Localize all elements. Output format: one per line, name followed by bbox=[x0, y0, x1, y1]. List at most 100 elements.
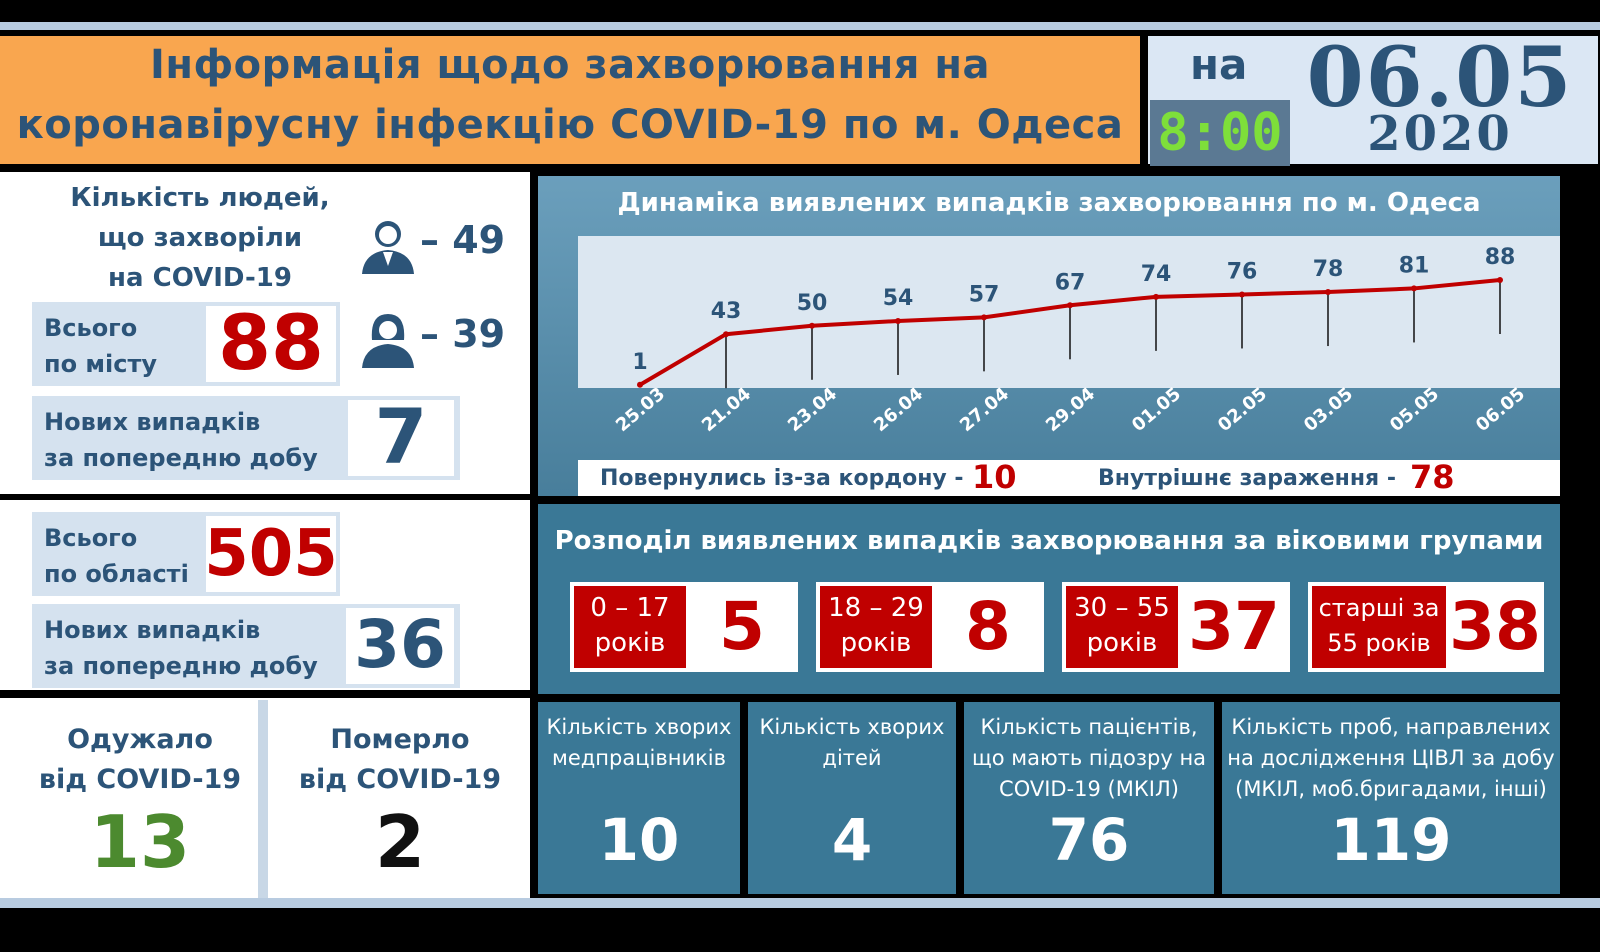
city-total: 88 bbox=[218, 298, 324, 387]
x-tick-label-9: 05.05 bbox=[1386, 383, 1443, 436]
city-new-number-box bbox=[348, 400, 454, 476]
region-total-label-line1: Всього bbox=[44, 524, 138, 552]
city-new: 7 bbox=[374, 392, 428, 481]
header-banner: Інформація щодо захворювання на коронаві… bbox=[0, 36, 1140, 164]
stat-title-3-line3: (МКІЛ, моб.бригадами, інші) bbox=[1235, 777, 1547, 801]
stat-panel-0 bbox=[538, 702, 740, 894]
recovered-label-line1: Одужало bbox=[67, 724, 213, 755]
stat-title-0-line2: медпрацівників bbox=[552, 746, 726, 770]
city-total-label-line2: по місту bbox=[44, 350, 158, 378]
data-point-10 bbox=[1497, 277, 1503, 283]
died-label-line2: від COVID-19 bbox=[298, 764, 502, 795]
data-point-6 bbox=[1153, 293, 1159, 300]
border-label: Повернулись із-за кордону - bbox=[600, 466, 964, 491]
stat-title-3: Кількість проб, направлених на досліджен… bbox=[1222, 712, 1560, 805]
city-total-number-box bbox=[206, 306, 336, 382]
x-tick-label-8: 03.05 bbox=[1300, 383, 1357, 436]
died-label-line1: Померло bbox=[330, 724, 470, 755]
data-point-5 bbox=[1067, 302, 1073, 309]
data-label-1: 43 bbox=[711, 299, 742, 324]
women-count: – 39 bbox=[420, 312, 506, 356]
x-tick-label-7: 02.05 bbox=[1214, 383, 1271, 436]
data-label-2: 50 bbox=[797, 291, 828, 316]
stat-value-1: 4 bbox=[831, 806, 873, 874]
woman-icon bbox=[362, 314, 414, 368]
stat-title-3-line1: Кількість проб, направлених bbox=[1231, 715, 1551, 739]
x-tick-label-1: 21.04 bbox=[698, 383, 755, 436]
na-label: на bbox=[1190, 40, 1248, 89]
age-title: Розподіл виявлених випадків захворювання… bbox=[554, 526, 1544, 556]
stat-title-2-line3: COVID-19 (МКІЛ) bbox=[999, 777, 1179, 801]
recovered-label-line2: від COVID-19 bbox=[38, 764, 242, 795]
date-day-month: 06.05 bbox=[1306, 30, 1574, 126]
stat-value-2: 76 bbox=[1048, 806, 1130, 874]
data-label-0: 1 bbox=[632, 350, 647, 375]
border-value: 10 bbox=[972, 458, 1017, 496]
data-label-10: 88 bbox=[1485, 245, 1516, 270]
stat-title-2-line2: що мають підозру на bbox=[971, 746, 1207, 770]
age-value-0: 5 bbox=[719, 588, 765, 665]
x-tick-label-10: 06.05 bbox=[1472, 383, 1529, 436]
date-year: 2020 bbox=[1367, 106, 1513, 162]
region-total-number-box bbox=[206, 516, 336, 592]
stat-panel-2 bbox=[964, 702, 1214, 894]
top-border bbox=[0, 22, 1600, 30]
age-value-2: 37 bbox=[1188, 588, 1280, 665]
data-label-6: 74 bbox=[1141, 262, 1172, 287]
bottom-border bbox=[0, 898, 1600, 908]
region-new: 36 bbox=[354, 606, 446, 683]
sick-label-line1: Кількість людей, bbox=[70, 183, 330, 213]
stat-title-0-line1: Кількість хворих bbox=[546, 715, 732, 739]
city-new-label-line2: за попередню добу bbox=[44, 444, 318, 472]
age-range-1-line2: років bbox=[840, 628, 912, 658]
data-point-0 bbox=[637, 381, 643, 388]
age-range-3: старші за 55 років bbox=[1312, 586, 1446, 668]
age-range-2-line1: 30 – 55 bbox=[1074, 593, 1170, 623]
stat-value-3: 119 bbox=[1330, 806, 1452, 874]
plot-area bbox=[578, 236, 1560, 388]
died-label: Померло від COVID-19 bbox=[280, 720, 520, 800]
x-tick-label-0: 25.03 bbox=[612, 383, 669, 436]
data-label-4: 57 bbox=[969, 282, 1000, 307]
data-point-8 bbox=[1325, 289, 1331, 296]
recovered-label: Одужало від COVID-19 bbox=[20, 720, 260, 800]
stat-value-0: 10 bbox=[598, 806, 680, 874]
age-range-3-line1: старші за bbox=[1318, 594, 1440, 622]
x-tick-label-2: 23.04 bbox=[784, 383, 841, 436]
clock-background bbox=[1150, 100, 1290, 166]
x-tick-label-6: 01.05 bbox=[1128, 383, 1185, 436]
x-tick-label-5: 29.04 bbox=[1042, 383, 1099, 436]
region-new-number-box bbox=[346, 608, 454, 684]
stat-title-3-line2: на дослідження ЦІВЛ за добу bbox=[1227, 746, 1555, 770]
died-count: 2 bbox=[374, 800, 426, 884]
stat-title-1-line1: Кількість хворих bbox=[759, 715, 945, 739]
age-range-0-line2: років bbox=[594, 628, 666, 658]
sick-label-line2: що захворіли bbox=[97, 223, 303, 253]
sick-label: Кількість людей, що захворіли на COVID-1… bbox=[40, 178, 360, 298]
data-point-7 bbox=[1239, 291, 1245, 298]
data-label-9: 81 bbox=[1399, 253, 1430, 278]
stat-panel-3 bbox=[1222, 702, 1560, 894]
line-chart: 1 43 50 54 57 67 74 76 78 81 88 25.03 21.04 23.04 26.0… bbox=[578, 236, 1560, 436]
x-tick-label-4: 27.04 bbox=[956, 383, 1013, 436]
city-total-label: Всього по місту bbox=[44, 310, 157, 382]
stat-title-0: Кількість хворих медпрацівників bbox=[538, 712, 740, 774]
data-point-4 bbox=[981, 314, 987, 321]
region-total-label: Всього по області bbox=[44, 520, 189, 592]
region-total: 505 bbox=[204, 517, 338, 591]
origin-strip bbox=[578, 460, 1560, 496]
sick-label-line3: на COVID-19 bbox=[108, 263, 292, 293]
stat-title-1: Кількість хворих дітей bbox=[748, 712, 956, 774]
region-new-label-line1: Нових випадків bbox=[44, 616, 261, 644]
region-new-label: Нових випадків за попередню добу bbox=[44, 612, 318, 684]
man-icon bbox=[362, 221, 414, 274]
outcomes-divider bbox=[258, 700, 268, 898]
clock-time: 8:00 bbox=[1157, 103, 1283, 163]
stat-title-2-line1: Кількість пацієнтів, bbox=[980, 715, 1198, 739]
age-range-3-line2: 55 років bbox=[1327, 629, 1431, 657]
title-line2: коронавірусну інфекцію COVID-19 по м. Од… bbox=[16, 102, 1124, 148]
data-point-2 bbox=[809, 322, 815, 329]
x-tick-label-3: 26.04 bbox=[870, 383, 927, 436]
data-point-9 bbox=[1411, 285, 1417, 292]
age-range-1-line1: 18 – 29 bbox=[828, 593, 924, 623]
